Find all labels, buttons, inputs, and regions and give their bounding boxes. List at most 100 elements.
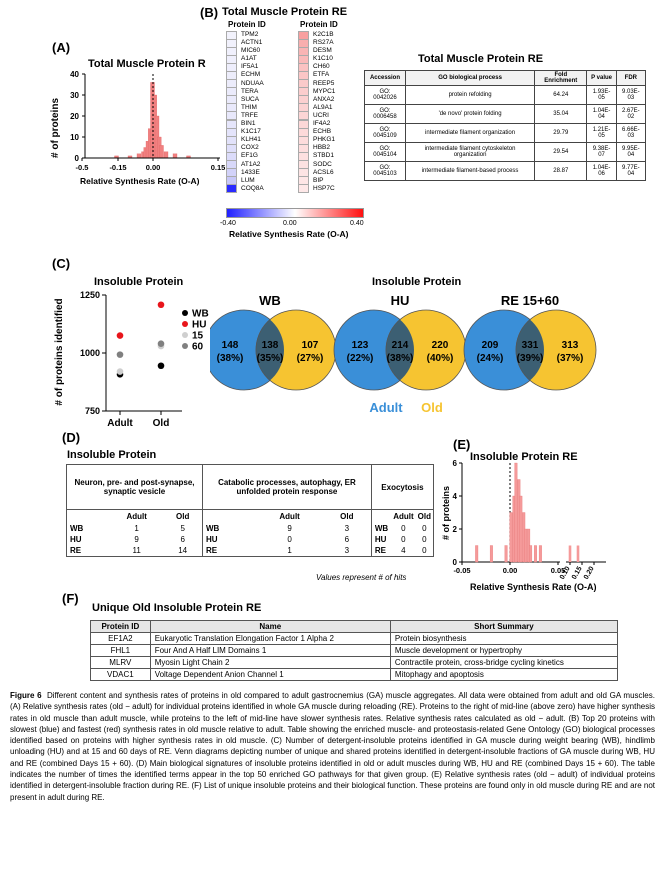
- histogram-bar: [514, 462, 518, 563]
- y-tick-label: 10: [70, 133, 79, 142]
- signature-cell: RE: [370, 545, 392, 557]
- table-row: GO: 0006458'de novo' protein folding 35.0…: [364, 104, 647, 124]
- heatmap-protein-id: EF1G: [241, 152, 258, 160]
- go-cell: 29.54: [534, 142, 588, 162]
- heatmap-protein-id: REEP5: [313, 79, 335, 87]
- signature-cell: HU: [201, 534, 257, 545]
- unique-table-header: Protein ID: [90, 620, 151, 633]
- spacer: [201, 509, 257, 523]
- go-cell: 1.93E-05: [586, 85, 617, 105]
- legend-marker: [182, 321, 188, 327]
- caption-lead: Figure 6: [10, 691, 42, 700]
- go-cell: intermediate filament-based process: [404, 161, 536, 181]
- heatmap-protein-id: 1433E: [241, 168, 260, 176]
- heatmap-protein-id: ETFA: [313, 71, 330, 79]
- heatmap-cell: [226, 184, 237, 194]
- scatter-point: [116, 332, 124, 339]
- go-cell: GO: 0042026: [364, 85, 406, 105]
- go-cell: protein refolding: [404, 85, 536, 105]
- panel-a-histogram: # of proteins 40 30 20 10 0 -0.5 -0.15 0.00 0.1…: [50, 70, 225, 172]
- color-scale-bar: [226, 208, 364, 218]
- panel-b-title: Total Muscle Protein RE: [222, 6, 348, 18]
- go-table: Accession GO biological process Fold Enric…: [364, 70, 647, 181]
- signature-cell: 0: [401, 535, 406, 544]
- heatmap-protein-id: SUCA: [241, 95, 260, 103]
- col-old: Old: [417, 512, 431, 521]
- signature-cell: 6: [344, 535, 350, 544]
- y-tick-label: 0: [75, 154, 80, 163]
- col-old: Old: [176, 512, 190, 521]
- venn-diagram: WB 148 (38%) 138 (35%) 107 (27%): [210, 293, 337, 391]
- heatmap-protein-id: PHKG1: [313, 136, 336, 144]
- x-tick-label: -0.05: [453, 566, 470, 575]
- heatmap-protein-id: AT1A2: [241, 160, 261, 168]
- unique-table-header: Name: [149, 620, 391, 633]
- y-tick-label: 1250: [80, 290, 100, 300]
- scatter-point: [157, 362, 165, 370]
- venn-adult-label: Adult: [369, 400, 403, 415]
- legend-label: 60: [192, 342, 204, 353]
- y-tick-label: 1000: [80, 348, 100, 358]
- scatter-point: [157, 301, 165, 309]
- go-header-cell: FDR: [615, 70, 647, 86]
- x-tick-label: 0.15: [571, 565, 584, 580]
- panel-e-title: Insoluble Protein RE: [470, 451, 578, 463]
- x-tick-label: 0.00: [146, 163, 161, 172]
- signature-header: Catabolic processes, autophagy, ER unfol…: [201, 464, 372, 510]
- heatmap-protein-id: COX2: [241, 144, 259, 152]
- scale-tick-max: 0.40: [350, 220, 364, 227]
- legend-label: 15: [192, 331, 204, 342]
- heatmap-fast: K2C1B RS27A DESM K1C10 CH60 ETFA REEP5 MYPC1 ANX…: [298, 30, 336, 194]
- signature-cell: 9: [287, 524, 292, 533]
- heatmap-cell: [298, 184, 309, 194]
- heatmap-protein-id: TPM2: [241, 31, 259, 38]
- heatmap-protein-id: UCRI: [313, 111, 329, 119]
- panel-e-ylabel: # of proteins: [441, 486, 451, 540]
- x-tick-label: 0.00: [503, 566, 518, 575]
- unique-table-cell: Muscle development or hypertrophy: [389, 644, 619, 657]
- unique-table-cell: Four And A Half LIM Domains 1: [149, 644, 391, 657]
- venn-title: Insoluble Protein: [372, 276, 462, 288]
- signature-cell: 6: [180, 535, 185, 544]
- table-row: RE 11 14 RE 1 3 RE 4 0: [67, 545, 434, 557]
- venn-right-pct: (27%): [297, 353, 324, 364]
- heatmap-protein-id: NDUAA: [241, 79, 264, 87]
- y-tick-label: 750: [85, 406, 100, 416]
- panel-f-label: (F): [62, 591, 79, 606]
- legend-marker: [182, 332, 188, 338]
- unique-table-cell: VDAC1: [90, 668, 151, 681]
- heatmap-protein-id: IF4A2: [313, 120, 331, 128]
- go-header-cell: Accession: [364, 70, 406, 86]
- venn-mid-count: 331: [522, 340, 539, 351]
- signature-cell: 1: [134, 524, 139, 533]
- table-row: VDAC1 Voltage Dependent Anion Channel 1 Mi…: [90, 668, 619, 681]
- histogram-bar: [159, 145, 164, 159]
- scale-label: Relative Synthesis Rate (O-A): [229, 229, 349, 239]
- go-cell: 6.66E-03: [615, 123, 647, 143]
- histogram-bar: [519, 495, 523, 563]
- venn-right-pct: (37%): [557, 353, 584, 364]
- heatmap-protein-id: DESM: [313, 47, 332, 55]
- scatter-title: Insoluble Protein: [94, 276, 184, 288]
- signature-cell: 3: [344, 546, 350, 555]
- x-tick-label: -0.5: [76, 163, 89, 172]
- histogram-bar: [172, 153, 178, 159]
- signature-cell: 0: [422, 535, 427, 544]
- go-cell: 64.24: [534, 85, 588, 105]
- table-row: GO: 0045104 intermediate filament cytoske…: [364, 142, 647, 162]
- heatmap-protein-id: SODC: [313, 160, 332, 168]
- unique-table-cell: Protein biosynthesis: [389, 632, 619, 645]
- go-cell: intermediate filament organization: [404, 123, 536, 143]
- x-tick-label: Adult: [107, 418, 133, 429]
- venn-mid-count: 138: [262, 340, 279, 351]
- panel-e-xlabel: Relative Synthesis Rate (O-A): [470, 582, 597, 592]
- heatmap-protein-id: ECHB: [313, 128, 332, 136]
- panel-d-note: Values represent # of hits: [316, 573, 407, 582]
- histogram-bar: [538, 545, 542, 563]
- histogram-bar: [136, 153, 142, 159]
- table-row: HU 9 6 HU 0 6 HU 0 0: [67, 534, 434, 545]
- panel-a-title: Total Muscle Protein R: [88, 58, 206, 70]
- spacer: [370, 509, 392, 523]
- venn-overlap: [515, 310, 544, 390]
